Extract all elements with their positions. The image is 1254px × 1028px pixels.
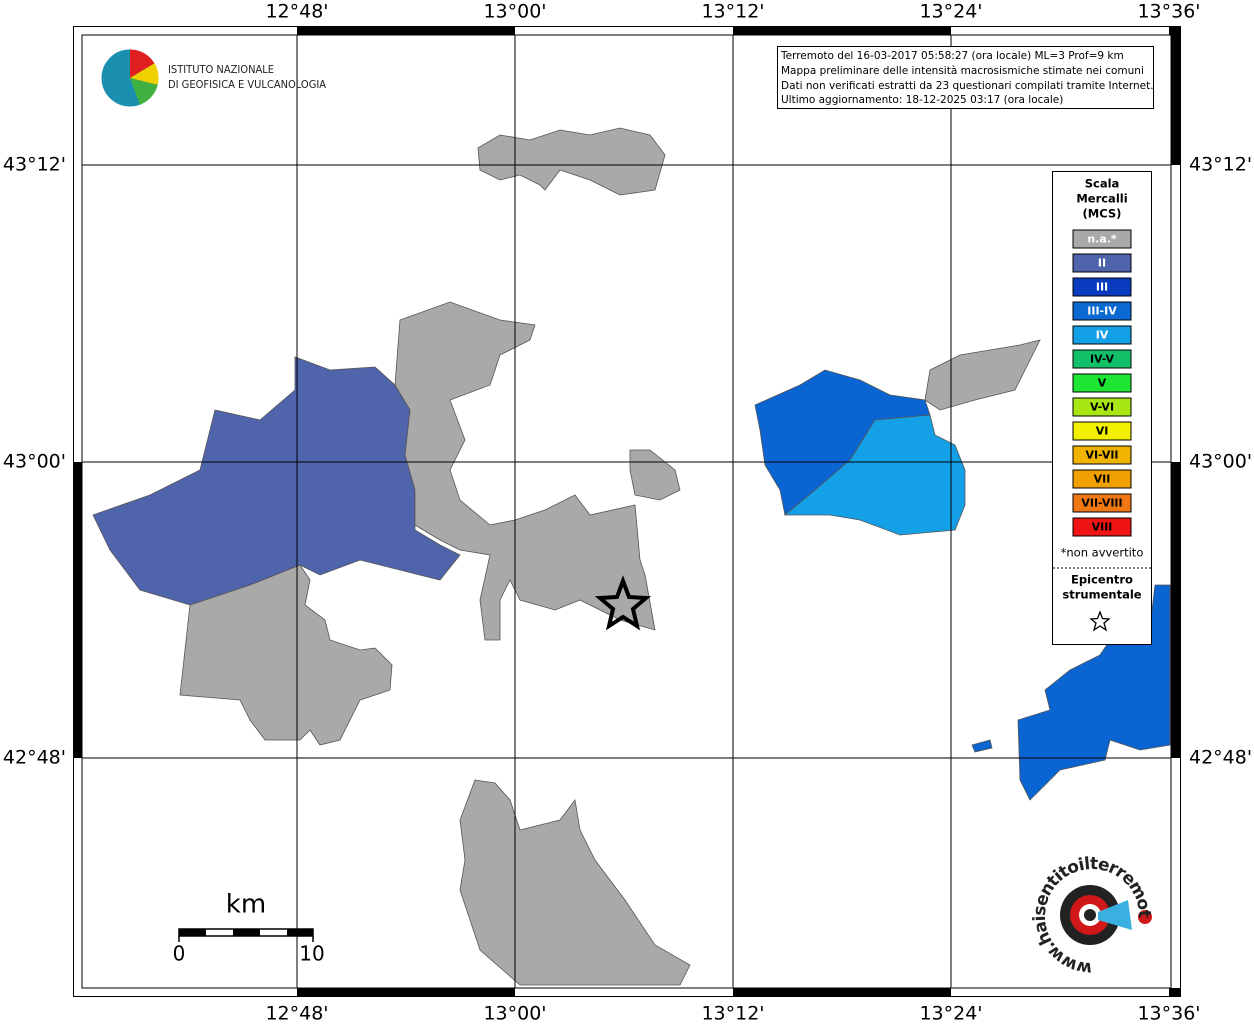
legend-label: VI	[1096, 425, 1109, 438]
legend-swatch	[1072, 469, 1132, 489]
legend-label: VIII	[1092, 521, 1113, 534]
legend-note: *non avvertito	[1061, 546, 1144, 560]
legend-label: V-VI	[1090, 401, 1114, 414]
longitude-label: 13°12'	[701, 1003, 764, 1025]
frame-bar	[73, 462, 82, 758]
area-na	[459, 779, 691, 986]
info-border	[777, 46, 1154, 109]
longitude-label: 12°48'	[265, 1, 328, 23]
institute-line: DI GEOFISICA E VULCANOLOGIA	[168, 78, 326, 91]
legend-swatch	[1072, 421, 1132, 441]
legend-label: IV	[1096, 329, 1109, 342]
info-line: Dati non verificati estratti da 23 quest…	[781, 80, 1154, 92]
longitude-label: 13°24'	[919, 1, 982, 23]
scale-start: 0	[173, 942, 186, 966]
legend: Scala Mercalli (MCS) *non avvertito Epic…	[1052, 171, 1152, 645]
latitude-label: 43°00'	[1189, 451, 1252, 473]
legend-swatch	[1072, 349, 1132, 369]
logo-ring	[1084, 909, 1096, 921]
graticule	[82, 35, 1171, 988]
epicenter-star	[594, 575, 652, 631]
scale-unit: km	[226, 890, 266, 920]
legend-star	[1089, 610, 1111, 632]
legend-label: VI-VII	[1085, 449, 1118, 462]
legend-swatch	[1072, 373, 1132, 393]
scale-segment	[179, 929, 206, 936]
legend-label: II	[1098, 257, 1106, 270]
coordinate-labels: 12°48' 13°00' 13°12' 13°24' 13°36' 12°48…	[3, 1, 1252, 1025]
legend-label: VII	[1094, 473, 1111, 486]
info-box: Terremoto del 16-03-2017 05:58:27 (ora l…	[777, 46, 1154, 109]
legend-epicenter: strumentale	[1062, 588, 1141, 602]
legend-swatch	[1072, 517, 1132, 537]
legend-swatch	[1072, 229, 1132, 249]
longitude-label: 13°36'	[1137, 1, 1200, 23]
legend-swatch	[1072, 493, 1132, 513]
legend-swatch	[1072, 277, 1132, 297]
latitude-label: 43°00'	[3, 451, 66, 473]
area-na	[477, 127, 666, 196]
info-line: Ultimo aggiornamento: 18-12-2025 03:17 (…	[781, 94, 1063, 106]
legend-label: V	[1098, 377, 1107, 390]
area-na	[394, 301, 656, 641]
legend-swatch	[1072, 325, 1132, 345]
logo-sector	[130, 78, 158, 105]
legend-swatch	[1072, 253, 1132, 273]
frame-bar	[733, 988, 951, 997]
area-iv	[783, 414, 966, 536]
scale-bar: km 0 10	[173, 890, 325, 966]
frame-bar	[733, 26, 951, 35]
latitude-label: 42°48'	[3, 747, 66, 769]
legend-title: Mercalli	[1076, 192, 1127, 206]
legend-label: III	[1096, 281, 1108, 294]
legend-label: IV-V	[1090, 353, 1115, 366]
area-na	[179, 564, 393, 746]
legend-swatch	[1072, 445, 1132, 465]
longitude-label: 13°12'	[701, 1, 764, 23]
frame-bar	[1171, 35, 1181, 165]
ingv-logo: ISTITUTO NAZIONALE DI GEOFISICA E VULCAN…	[100, 48, 326, 108]
logo-wave	[1098, 900, 1132, 930]
area-na	[924, 339, 1041, 411]
longitude-label: 13°00'	[483, 1, 546, 23]
legend-label: III-IV	[1087, 305, 1117, 318]
frame-bar	[297, 26, 515, 35]
logo-badge	[1138, 910, 1152, 924]
legend-swatch	[1072, 301, 1132, 321]
frame-bar	[1171, 462, 1181, 758]
scale-segment	[287, 929, 313, 936]
info-line: Terremoto del 16-03-2017 05:58:27 (ora l…	[780, 50, 1124, 62]
legend-epicenter: Epicentro	[1071, 573, 1133, 587]
longitude-label: 13°36'	[1137, 1003, 1200, 1025]
frame-bar	[1169, 26, 1181, 35]
legend-title: Scala	[1085, 177, 1120, 191]
longitude-label: 13°24'	[919, 1003, 982, 1025]
scale-end: 10	[299, 942, 324, 966]
frame	[73, 26, 1181, 997]
area-iii-iv	[971, 739, 993, 753]
legend-title: (MCS)	[1083, 207, 1122, 221]
logo-outline	[100, 48, 160, 108]
frame-bar	[297, 988, 515, 997]
logo-sector	[130, 63, 159, 85]
scale-segment	[233, 929, 260, 936]
longitude-label: 13°00'	[483, 1003, 546, 1025]
latitude-label: 43°12'	[1189, 154, 1252, 176]
legend-swatch	[1072, 397, 1132, 417]
legend-label: n.a.*	[1087, 233, 1117, 246]
institute-line: ISTITUTO NAZIONALE	[168, 63, 274, 76]
legend-label: VII-VIII	[1081, 497, 1122, 510]
latitude-label: 42°48'	[1189, 747, 1252, 769]
longitude-label: 12°48'	[265, 1003, 328, 1025]
latitude-label: 43°12'	[3, 154, 66, 176]
frame-bar	[1169, 988, 1181, 997]
info-line: Mappa preliminare delle intensità macros…	[781, 65, 1144, 77]
